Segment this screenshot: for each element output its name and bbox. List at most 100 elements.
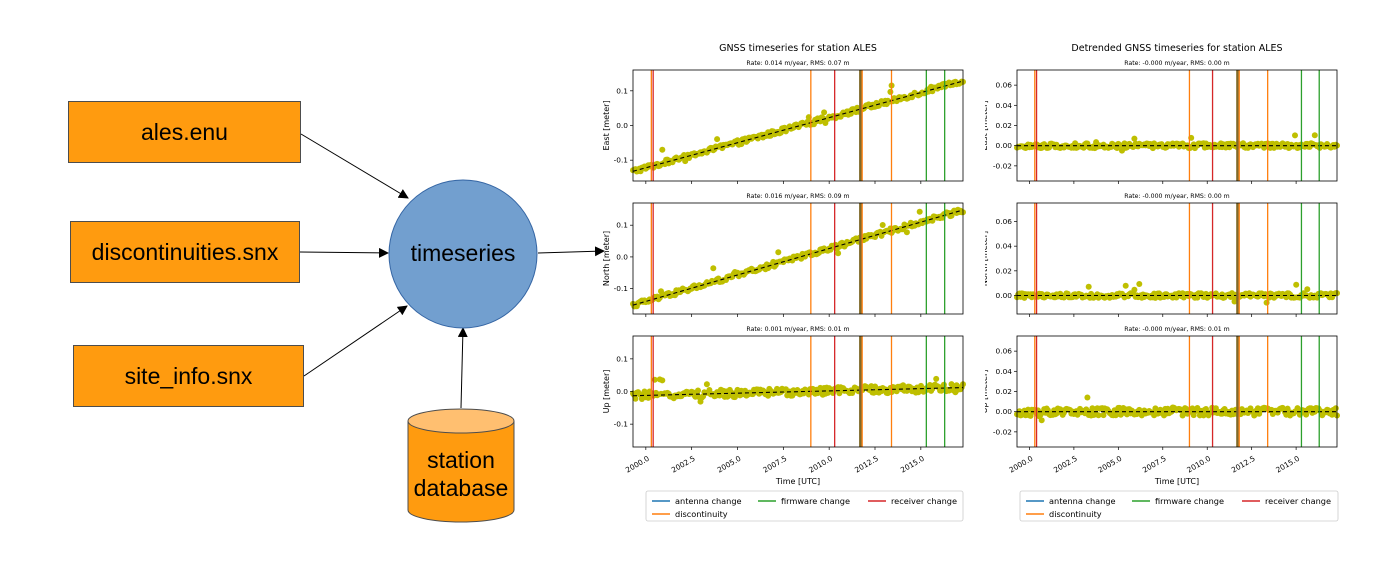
data-point — [1203, 406, 1209, 412]
panel-east: Rate: -0.000 m/year, RMS: 0.00 m 0.06 0.04… — [985, 60, 1340, 184]
data-point — [1292, 132, 1298, 139]
y-axis-label: North [meter] — [985, 231, 989, 286]
y-tick-label: 0.1 — [616, 221, 628, 230]
x-tick-label: 2010.0 — [807, 454, 834, 475]
panel-subtitle: Rate: 0.014 m/year, RMS: 0.07 m — [746, 60, 849, 67]
data-point — [1085, 283, 1092, 290]
data-point — [710, 265, 717, 272]
y-tick-label: -0.02 — [993, 427, 1012, 436]
chart-legend: antenna change firmware change receiver ch… — [645, 490, 964, 522]
x-tick-label: 2005.0 — [716, 454, 743, 475]
data-point — [1131, 135, 1138, 142]
input-file-site-info: site_info.snx — [73, 345, 304, 407]
data-point — [659, 377, 666, 384]
panel-east: Rate: 0.014 m/year, RMS: 0.07 m 0.1 0.0 -0.… — [602, 60, 966, 184]
y-axis-label: Up [meter] — [602, 370, 611, 414]
panel-up: Rate: -0.000 m/year, RMS: 0.01 m 0.06 0.04… — [985, 326, 1340, 450]
x-tick-label: 2015.0 — [1274, 454, 1301, 475]
data-point — [1038, 417, 1045, 424]
arrow-database-to-timeseries — [457, 327, 468, 409]
data-point — [1100, 412, 1107, 419]
y-axis-label: East [meter] — [602, 100, 611, 150]
y-tick-label: 0.04 — [996, 242, 1013, 251]
database-label-line2: database — [414, 475, 509, 501]
y-tick-label: 0.0 — [616, 252, 628, 261]
data-point — [1084, 394, 1091, 401]
station-database-cylinder — [407, 408, 515, 523]
x-tick-label: 2012.5 — [1230, 454, 1257, 475]
database-label-line1: station — [427, 447, 495, 473]
data-point — [765, 392, 772, 399]
trend-line — [632, 387, 964, 397]
data-point — [1311, 132, 1318, 139]
input-file-ales-enu: ales.enu — [68, 101, 301, 163]
data-point — [1332, 405, 1339, 412]
panel-frame — [1016, 335, 1338, 448]
legend-label: antenna change — [1049, 496, 1116, 506]
data-point — [1293, 281, 1300, 288]
trend-line — [632, 209, 964, 306]
data-point — [714, 136, 721, 143]
x-tick-label: 2015.0 — [899, 454, 926, 475]
y-tick-label: -0.02 — [993, 161, 1012, 170]
y-tick-label: 0.00 — [996, 407, 1013, 416]
data-point — [1112, 412, 1119, 419]
panel-subtitle: Rate: 0.016 m/year, RMS: 0.09 m — [746, 193, 849, 200]
data-point — [1304, 286, 1311, 293]
data-point — [916, 208, 923, 215]
x-tick-label: 2005.0 — [1096, 454, 1123, 475]
data-point — [775, 249, 782, 256]
data-point — [940, 381, 947, 388]
x-tick-label: 2002.5 — [1052, 454, 1079, 475]
data-point — [1131, 286, 1138, 293]
y-tick-label: 0.00 — [996, 141, 1013, 150]
panel-up: Rate: 0.001 m/year, RMS: 0.01 m 0.1 0.0 -0.… — [602, 326, 966, 450]
y-tick-label: 0.1 — [616, 86, 628, 95]
y-tick-label: 0.0 — [616, 387, 628, 396]
panel-subtitle: Rate: 0.001 m/year, RMS: 0.01 m — [746, 326, 849, 333]
panel-north: Rate: 0.016 m/year, RMS: 0.09 m 0.1 0.0 -0.… — [602, 193, 966, 317]
y-axis-label: Up [meter] — [985, 370, 989, 414]
y-tick-label: 0.02 — [996, 121, 1012, 130]
panel-north: Rate: -0.000 m/year, RMS: 0.00 m 0.06 0.04… — [985, 193, 1340, 317]
panel-frame — [1016, 69, 1338, 182]
data-point — [900, 382, 907, 389]
panel-subtitle: Rate: -0.000 m/year, RMS: 0.00 m — [1124, 193, 1229, 200]
data-point — [836, 390, 843, 397]
x-tick-label: 2000.0 — [1008, 454, 1035, 475]
arrow-discontinuities-to-timeseries — [299, 247, 389, 258]
legend-label: firmware change — [781, 496, 850, 506]
input-file-label: site_info.snx — [124, 362, 253, 389]
y-tick-label: 0.06 — [996, 217, 1013, 226]
chart-legend: antenna change firmware change receiver ch… — [1019, 490, 1339, 522]
y-tick-label: 0.02 — [996, 387, 1012, 396]
panel-subtitle: Rate: -0.000 m/year, RMS: 0.01 m — [1124, 326, 1229, 333]
chart-title: Detrended GNSS timeseries for station AL… — [1071, 43, 1282, 54]
legend-label: receiver change — [891, 496, 957, 506]
x-axis-label: Time [UTC] — [775, 477, 820, 486]
data-point — [1089, 405, 1096, 412]
data-point — [659, 146, 666, 153]
input-file-discontinuities: discontinuities.snx — [70, 221, 300, 283]
data-point — [933, 375, 940, 382]
y-tick-label: 0.04 — [996, 101, 1013, 110]
y-tick-label: 0.02 — [996, 266, 1012, 275]
legend-label: antenna change — [675, 496, 742, 506]
data-point — [1095, 412, 1102, 419]
x-tick-label: 2007.5 — [761, 454, 788, 475]
data-point — [879, 222, 886, 228]
y-axis-label: North [meter] — [602, 231, 611, 286]
input-file-label: ales.enu — [141, 118, 228, 145]
y-tick-label: 0.06 — [996, 81, 1013, 90]
x-tick-label: 2010.0 — [1185, 454, 1212, 475]
x-tick-label: 2000.0 — [624, 454, 651, 475]
panel-frame — [1016, 202, 1338, 315]
y-tick-label: -0.1 — [614, 420, 629, 429]
x-tick-label: 2002.5 — [670, 454, 697, 475]
x-axis-label: Time [UTC] — [1154, 477, 1199, 486]
y-tick-label: 0.06 — [996, 347, 1013, 356]
arrow-siteinfo-to-timeseries — [303, 305, 408, 377]
x-tick-label: 2012.5 — [853, 454, 880, 475]
gnss-timeseries-chart: GNSS timeseries for station ALES Rate: 0.… — [602, 43, 966, 522]
panel-frame — [632, 202, 964, 315]
